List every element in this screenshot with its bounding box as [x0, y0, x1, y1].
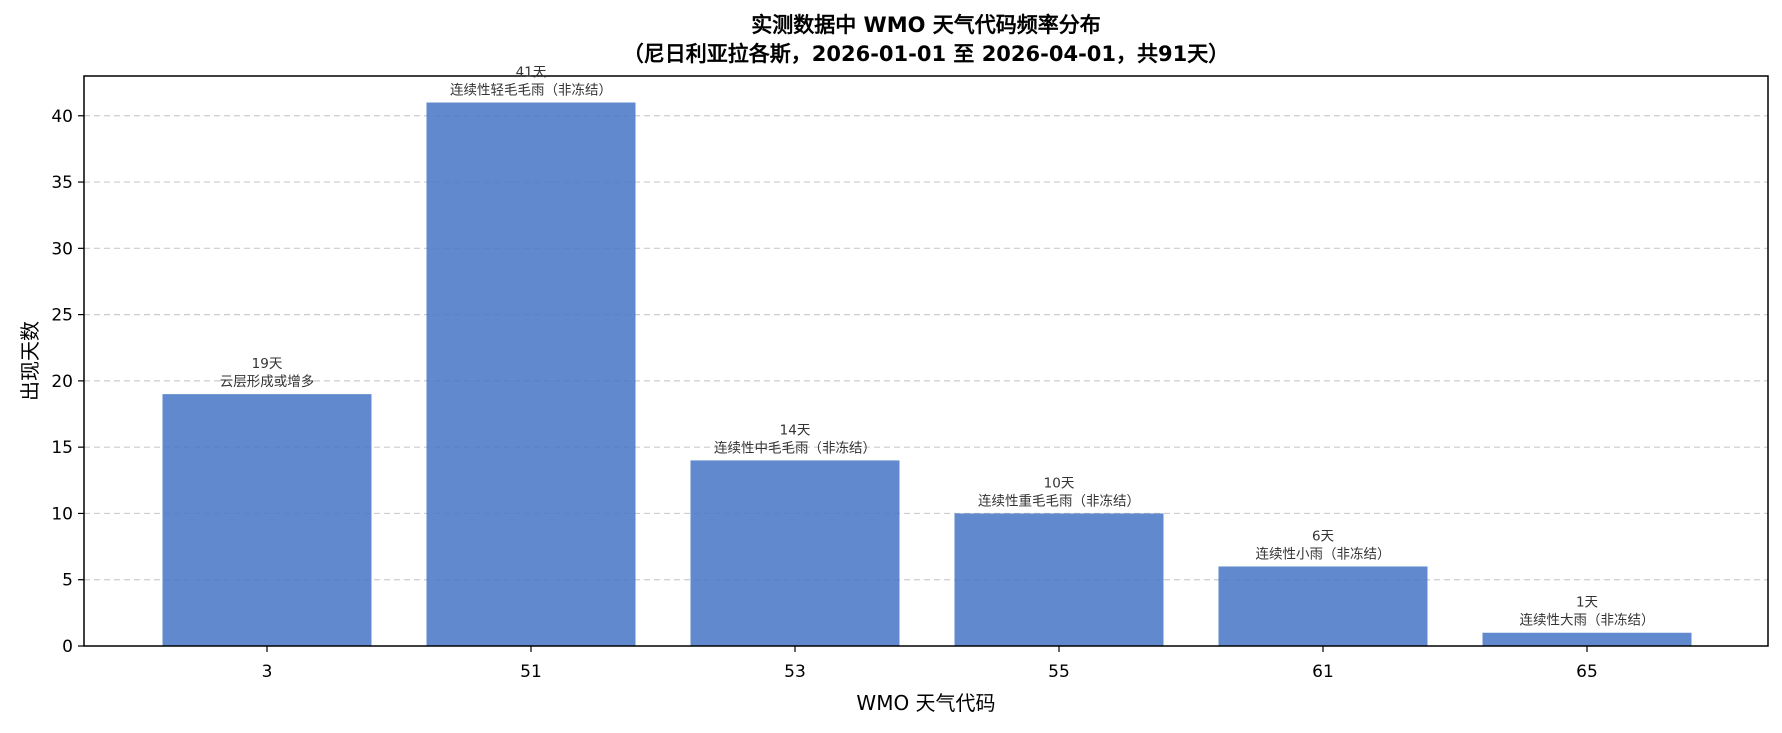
bar-55: [954, 513, 1164, 646]
bar-description-label: 连续性小雨（非冻结）: [1256, 546, 1391, 562]
bar-count-label: 41天: [516, 65, 547, 81]
x-tick-label: 51: [520, 662, 542, 682]
x-axis: 3 51 53 55 61 65: [262, 646, 1598, 682]
bar-65: [1482, 632, 1692, 646]
x-tick-label: 65: [1576, 662, 1598, 682]
y-tick-label: 5: [62, 571, 73, 591]
bar-61: [1218, 566, 1428, 646]
y-tick-label: 15: [51, 438, 73, 458]
y-tick-label: 0: [62, 637, 73, 657]
bar-description-label: 连续性大雨（非冻结）: [1520, 613, 1655, 629]
y-axis: 0 5 10 15 20 25 30 35 40: [51, 107, 84, 657]
bar-count-label: 19天: [252, 356, 283, 372]
y-tick-label: 30: [51, 239, 73, 259]
x-tick-label: 55: [1048, 662, 1070, 682]
bar-51: [426, 102, 636, 647]
x-tick-label: 61: [1312, 662, 1334, 682]
bar-count-label: 14天: [780, 422, 811, 438]
bar-3: [162, 394, 372, 646]
bars: [162, 102, 1692, 647]
chart-title-line-2: （尼日利亚拉各斯，2026-01-01 至 2026-04-01，共91天）: [623, 42, 1230, 66]
bar-count-label: 6天: [1312, 528, 1335, 544]
y-tick-label: 25: [51, 306, 73, 326]
y-tick-label: 20: [51, 372, 73, 392]
y-tick-label: 10: [51, 504, 73, 524]
bar-description-label: 云层形成或增多: [220, 373, 315, 390]
x-tick-label: 3: [262, 662, 273, 682]
y-axis-label: 出现天数: [18, 321, 42, 401]
bar-description-label: 连续性中毛毛雨（非冻结）: [714, 440, 876, 456]
plot-frame: [83, 75, 1769, 647]
y-tick-label: 40: [51, 107, 73, 127]
chart-title-line-1: 实测数据中 WMO 天气代码频率分布: [751, 13, 1101, 37]
bar-count-label: 1天: [1576, 595, 1599, 611]
bar-description-label: 连续性轻毛毛雨（非冻结）: [450, 83, 612, 99]
bar-description-label: 连续性重毛毛雨（非冻结）: [978, 493, 1140, 509]
bar-53: [690, 460, 900, 646]
y-tick-label: 35: [51, 173, 73, 193]
x-axis-label: WMO 天气代码: [856, 691, 995, 715]
bar-count-label: 10天: [1044, 475, 1075, 491]
x-tick-label: 53: [784, 662, 806, 682]
